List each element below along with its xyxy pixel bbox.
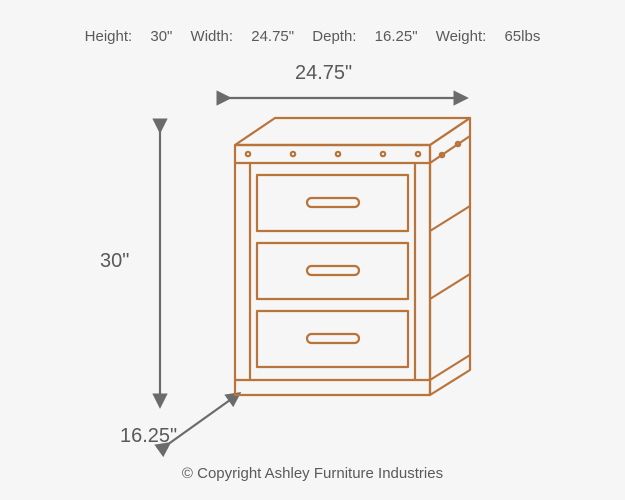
nightstand-outline: [235, 118, 470, 395]
depth-arrow: [160, 400, 230, 450]
furniture-diagram: [0, 0, 625, 500]
